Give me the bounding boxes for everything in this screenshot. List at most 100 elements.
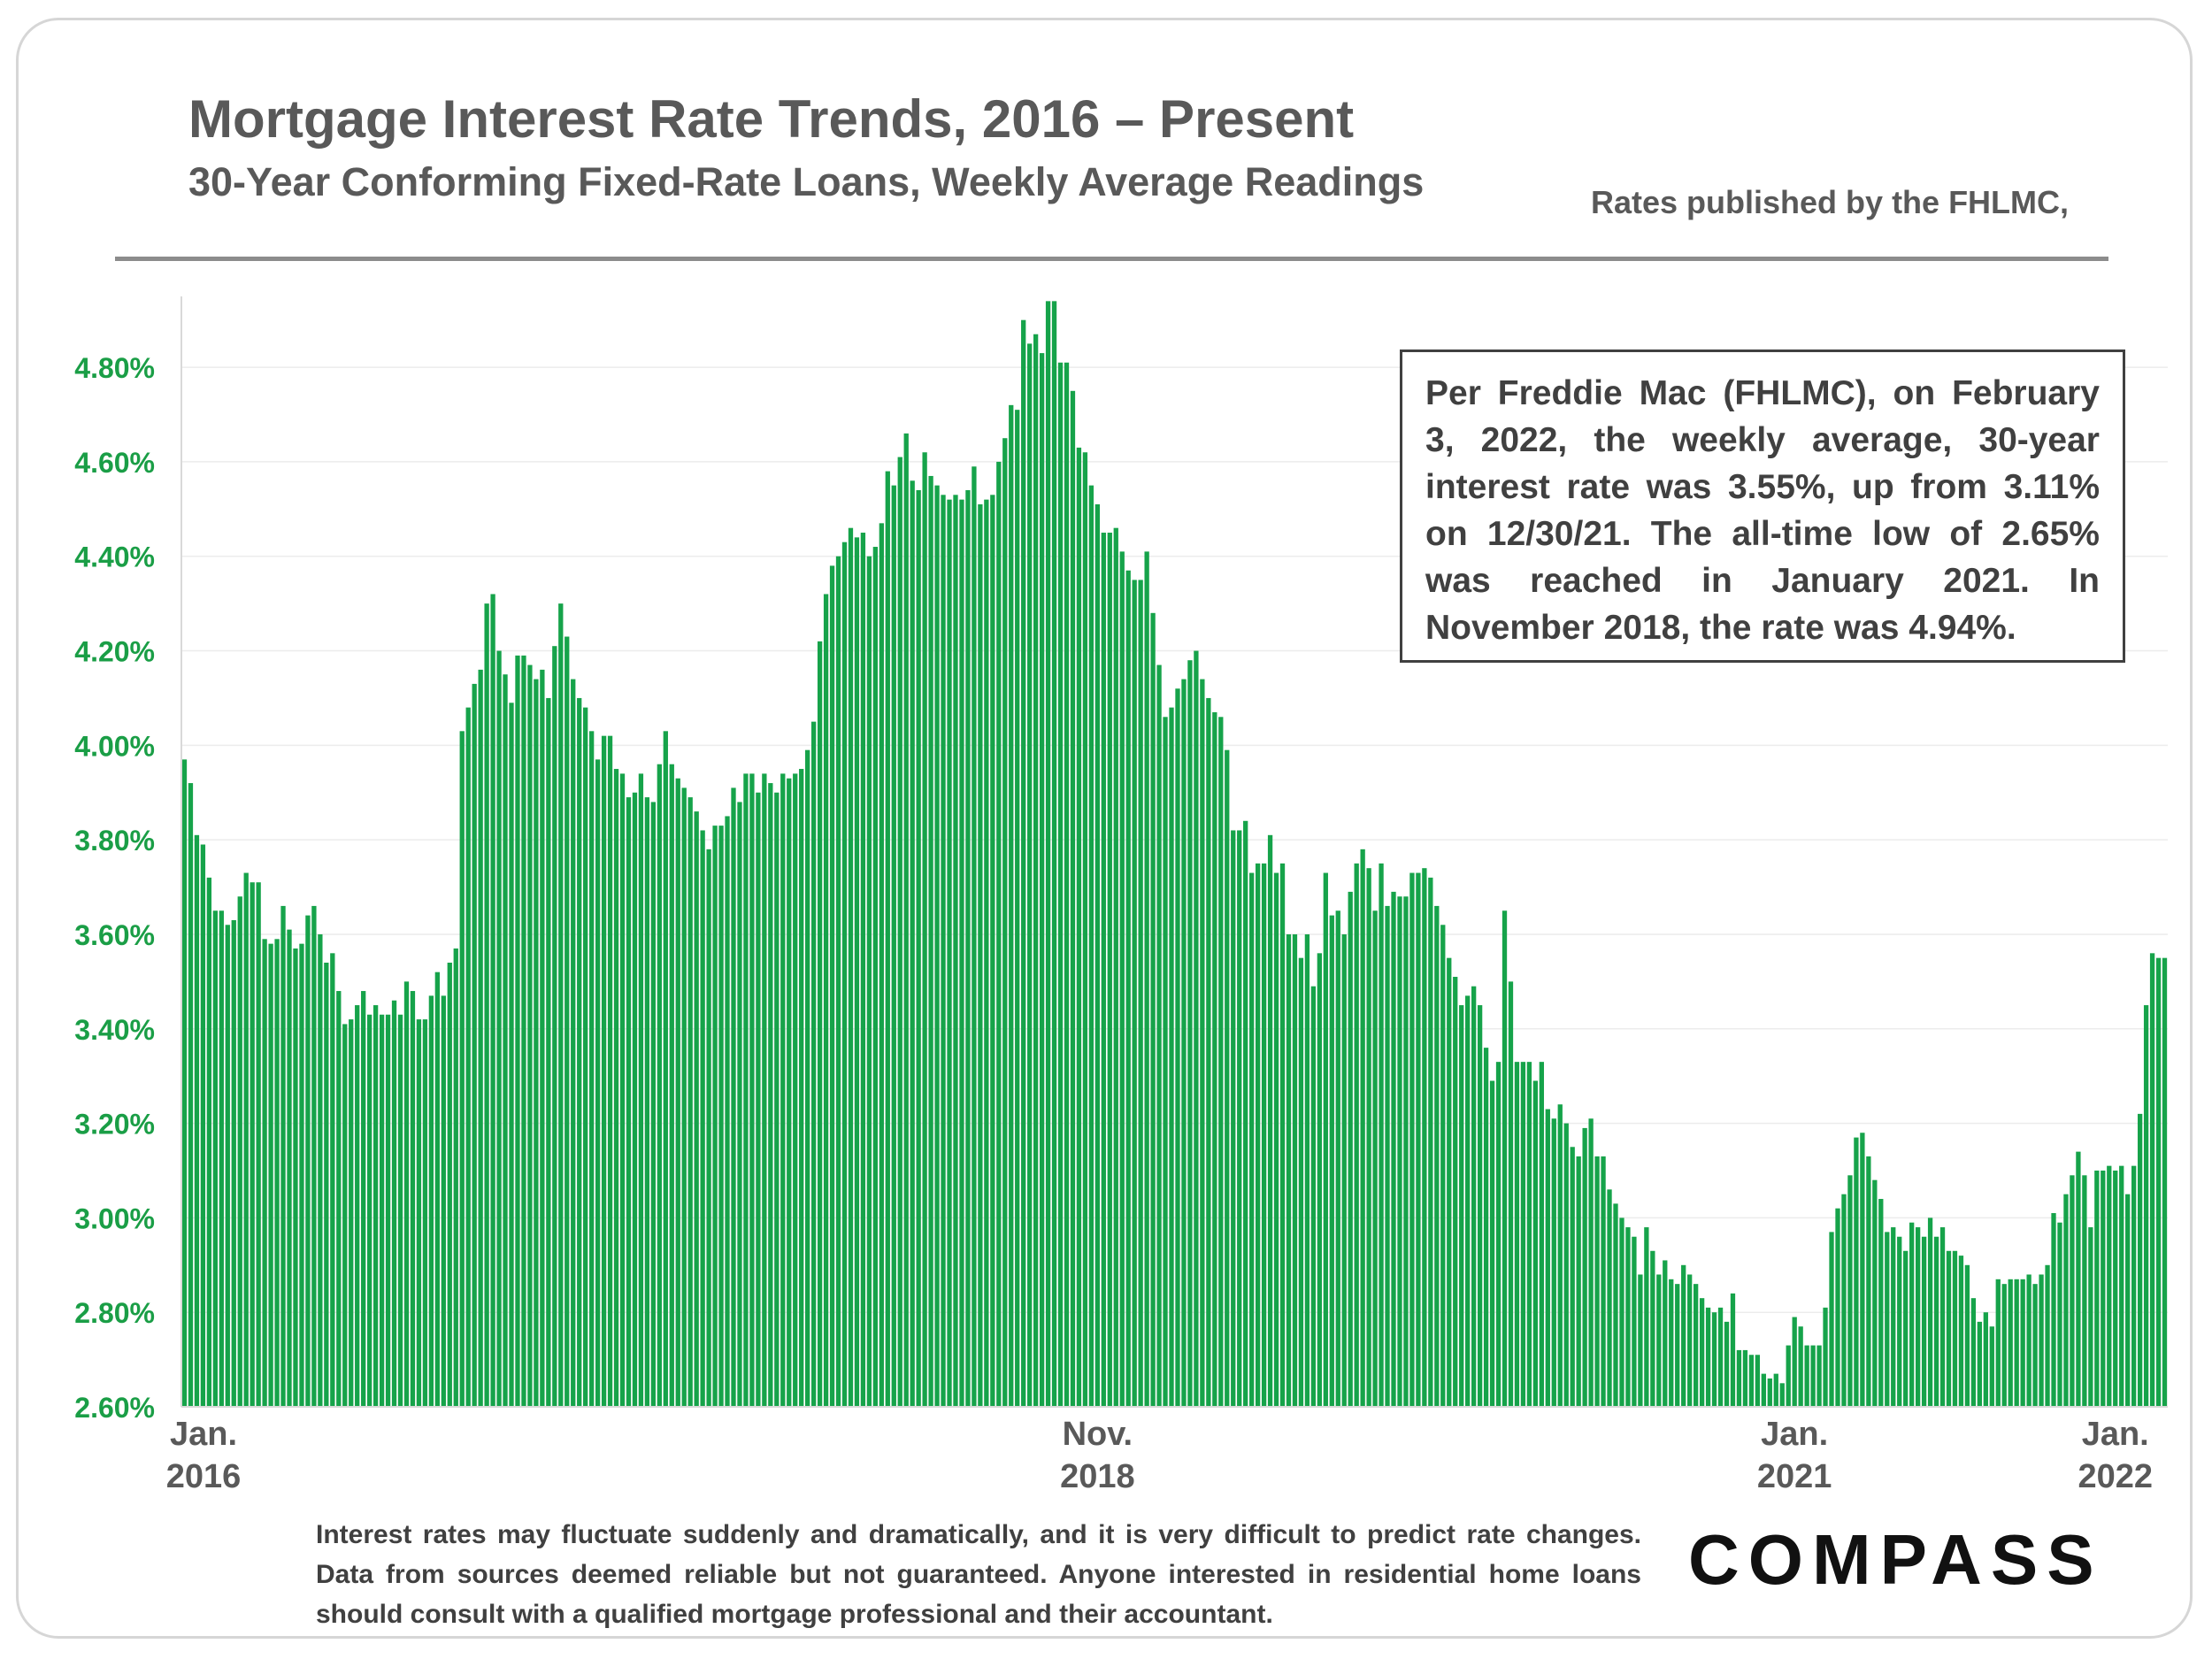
bar-week-317 [2137, 1113, 2143, 1407]
bar-week-11 [250, 882, 255, 1407]
bar-week-303 [2051, 1213, 2056, 1407]
bar-week-291 [1977, 1321, 1982, 1407]
bar-week-69 [607, 735, 613, 1407]
bar-week-168 [1218, 717, 1224, 1407]
bar-week-55 [521, 655, 526, 1407]
bar-week-181 [1298, 957, 1304, 1407]
bar-week-24 [330, 953, 335, 1407]
y-tick-label: 4.80% [74, 352, 155, 384]
bar-week-218 [1526, 1062, 1532, 1407]
bar-week-265 [1816, 1345, 1822, 1407]
bar-week-53 [509, 703, 514, 1407]
bar-week-133 [1002, 438, 1008, 1408]
header-divider [115, 257, 2108, 261]
bar-week-61 [558, 603, 564, 1407]
bar-week-75 [644, 797, 650, 1407]
bar-week-316 [2131, 1165, 2137, 1407]
bar-week-89 [731, 787, 736, 1407]
bar-week-90 [737, 802, 742, 1407]
y-tick-label: 4.00% [74, 730, 155, 762]
bar-week-16 [280, 905, 286, 1407]
bar-week-266 [1823, 1307, 1828, 1407]
y-tick-label: 3.20% [74, 1109, 155, 1141]
bar-week-248 [1711, 1312, 1717, 1407]
bar-week-57 [534, 679, 539, 1407]
bar-week-206 [1453, 977, 1458, 1407]
bar-week-1 [188, 783, 194, 1407]
bar-week-147 [1088, 485, 1094, 1407]
bar-week-150 [1107, 533, 1112, 1407]
bar-week-281 [1915, 1227, 1921, 1407]
bar-week-78 [663, 731, 668, 1407]
bar-week-139 [1039, 353, 1045, 1408]
bar-week-125 [953, 495, 958, 1407]
bar-week-94 [762, 773, 767, 1407]
bar-week-293 [1989, 1326, 1994, 1407]
bar-week-83 [694, 811, 699, 1407]
bar-week-10 [243, 872, 249, 1407]
bar-week-232 [1613, 1203, 1618, 1407]
bar-week-321 [2162, 957, 2168, 1407]
bar-week-304 [2057, 1222, 2062, 1407]
bar-week-215 [1508, 981, 1514, 1407]
bar-week-171 [1237, 830, 1242, 1407]
bar-week-190 [1354, 863, 1359, 1407]
bar-week-93 [756, 792, 761, 1407]
bar-week-187 [1335, 910, 1340, 1407]
bar-week-223 [1557, 1104, 1563, 1407]
bar-week-27 [349, 1019, 354, 1407]
bar-week-29 [361, 991, 366, 1407]
bar-week-141 [1051, 301, 1057, 1408]
x-tick-label-line1: Jan. [170, 1416, 237, 1453]
bar-week-310 [2094, 1170, 2100, 1407]
bar-week-151 [1113, 527, 1118, 1407]
bar-week-211 [1483, 1048, 1489, 1407]
bar-week-258 [1773, 1373, 1778, 1407]
bar-week-244 [1687, 1274, 1693, 1407]
bar-week-314 [2119, 1165, 2124, 1407]
bar-week-152 [1119, 551, 1125, 1407]
bar-week-256 [1761, 1373, 1766, 1407]
bar-week-282 [1921, 1236, 1927, 1407]
bar-week-42 [441, 995, 446, 1407]
bar-week-44 [453, 948, 458, 1407]
bar-week-295 [2001, 1284, 2007, 1407]
bar-week-224 [1563, 1123, 1569, 1407]
x-tick-label-line1: Nov. [1063, 1416, 1133, 1453]
bar-week-207 [1459, 1005, 1464, 1407]
bar-week-219 [1532, 1080, 1539, 1407]
bar-week-47 [472, 683, 477, 1407]
bar-week-6 [219, 910, 224, 1407]
bar-week-100 [799, 769, 804, 1407]
bar-week-74 [638, 773, 644, 1407]
bar-week-319 [2149, 953, 2155, 1407]
bar-week-117 [903, 433, 909, 1407]
bar-week-174 [1255, 863, 1261, 1407]
bar-week-287 [1952, 1250, 1958, 1407]
bar-week-307 [2076, 1151, 2081, 1407]
bar-week-3 [200, 844, 206, 1407]
bar-week-12 [256, 882, 261, 1407]
bar-week-108 [848, 527, 854, 1407]
bar-week-243 [1681, 1264, 1686, 1407]
bar-week-82 [687, 797, 693, 1407]
bar-week-38 [416, 1019, 422, 1407]
bar-week-273 [1866, 1156, 1871, 1407]
bar-week-35 [397, 1014, 403, 1407]
bar-week-183 [1310, 986, 1317, 1407]
bars [181, 301, 2168, 1408]
bar-week-130 [984, 499, 989, 1407]
bar-week-98 [787, 778, 792, 1407]
bar-week-298 [2020, 1279, 2025, 1407]
bar-week-177 [1273, 872, 1279, 1407]
bar-week-106 [835, 556, 841, 1407]
bar-week-165 [1200, 679, 1205, 1407]
bar-week-312 [2107, 1165, 2112, 1407]
bar-week-65 [583, 707, 588, 1407]
bar-week-160 [1169, 707, 1174, 1407]
bar-week-121 [928, 475, 933, 1408]
bar-week-48 [478, 669, 483, 1407]
bar-week-136 [1021, 319, 1026, 1408]
bar-week-173 [1249, 872, 1255, 1407]
bar-week-250 [1724, 1321, 1730, 1407]
